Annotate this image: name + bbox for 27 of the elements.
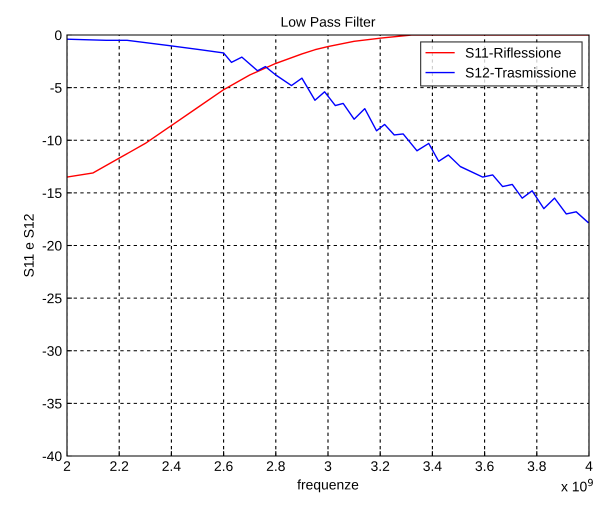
x-tick-label: 3 [324, 461, 332, 472]
y-tick-label: 0 [54, 30, 62, 40]
legend-label: S12-Trasmissione [466, 67, 576, 78]
y-tick-label: -30 [42, 346, 62, 356]
y-tick-label: -40 [42, 451, 62, 462]
y-tick-label: -15 [42, 188, 62, 198]
x-tick-label: 2.4 [162, 461, 181, 471]
x-tick-label: 2.8 [266, 461, 285, 472]
x-tick-label: 2.2 [110, 461, 128, 471]
x-tick-label: 3.8 [528, 461, 546, 472]
y-tick-label: -10 [42, 136, 62, 146]
y-axis-title: S11 e S12 [24, 214, 34, 277]
y-tick-label: -35 [42, 398, 62, 409]
x-tick-label: 4 [585, 461, 592, 471]
legend-label: S11-Riflessione [466, 48, 561, 58]
x-tick-label: 2.6 [214, 461, 233, 472]
y-tick-label: -25 [42, 293, 62, 304]
x-axis-title: frequenze [297, 479, 358, 492]
x-tick-label: 3.2 [371, 461, 390, 472]
x-tick-label: 3.6 [475, 461, 494, 472]
line-series [67, 38, 589, 224]
text: x 10$^{9}$ [561, 478, 593, 492]
y-tick-label: -5 [50, 83, 62, 93]
chart-title: Low Pass Filter [282, 16, 376, 27]
y-tick-label: -20 [42, 240, 62, 251]
x-tick-label: 2 [64, 461, 70, 471]
x-tick-label: 3.4 [423, 461, 442, 472]
